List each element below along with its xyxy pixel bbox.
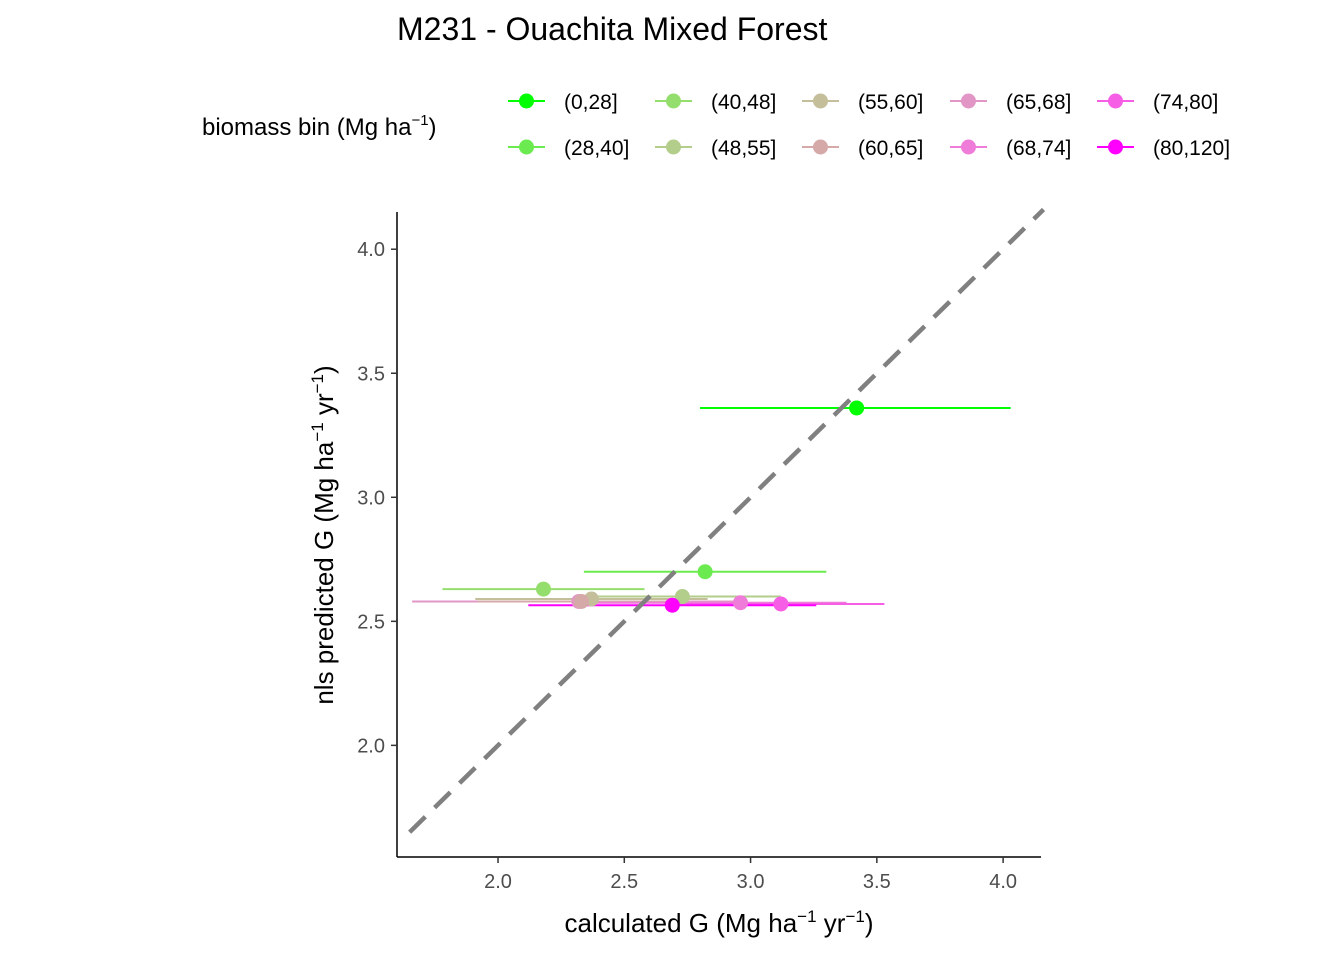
legend-key-point	[519, 139, 534, 155]
legend-label: (74,80]	[1153, 91, 1218, 114]
legend-title: biomass bin (Mg ha−1)	[202, 112, 437, 141]
x-ticks: 2.0 2.5 3.0 3.5 4.0	[484, 857, 1017, 893]
legend-item: (74,80]	[1097, 91, 1218, 114]
legend-item: (68,74]	[950, 137, 1071, 160]
data-point	[573, 593, 589, 609]
data-point	[773, 596, 789, 612]
legend-key-point	[1108, 139, 1123, 155]
plot-marks	[408, 207, 1046, 834]
x-tick-label: 2.5	[610, 871, 638, 893]
legend-label: (68,74]	[1006, 137, 1071, 160]
legend-key-point	[813, 93, 828, 109]
legend-label: (0,28]	[564, 91, 618, 114]
legend-label: (55,60]	[858, 91, 923, 114]
y-tick-label: 2.5	[357, 611, 385, 633]
x-tick-label: 4.0	[989, 871, 1017, 893]
legend-item: (48,55]	[655, 137, 776, 160]
chart-title: M231 - Ouachita Mixed Forest	[397, 11, 828, 47]
legend-key-point	[666, 93, 681, 109]
legend-label: (28,40]	[564, 137, 629, 160]
legend-item: (80,120]	[1097, 137, 1230, 160]
x-tick-label: 3.0	[737, 871, 765, 893]
legend-item: (60,65]	[802, 137, 923, 160]
legend-item: (0,28]	[508, 91, 618, 114]
identity-reference-line	[408, 207, 1046, 834]
legend-label: (60,65]	[858, 137, 923, 160]
x-tick-label: 2.0	[484, 871, 512, 893]
data-point	[732, 595, 748, 611]
legend-key-point	[961, 139, 976, 155]
legend-item: (40,48]	[655, 91, 776, 114]
legend-label: (80,120]	[1153, 137, 1230, 160]
y-axis-title: nls predicted G (Mg ha−1 yr−1)	[308, 365, 339, 704]
legend-label: (40,48]	[711, 91, 776, 114]
data-point	[674, 589, 690, 605]
y-tick-label: 2.0	[357, 735, 385, 757]
x-axis-title: calculated G (Mg ha−1 yr−1)	[564, 907, 873, 938]
legend-key-point	[813, 139, 828, 155]
y-ticks: 2.0 2.5 3.0 3.5 4.0	[357, 239, 397, 757]
data-point	[697, 564, 713, 580]
y-tick-label: 3.0	[357, 487, 385, 509]
data-point	[664, 597, 680, 613]
legend: biomass bin (Mg ha−1) (0,28] (28,40] (40,4…	[202, 91, 1230, 160]
legend-item: (65,68]	[950, 91, 1071, 114]
legend-key-point	[1108, 93, 1123, 109]
legend-item: (55,60]	[802, 91, 923, 114]
legend-label: (65,68]	[1006, 91, 1071, 114]
y-tick-label: 4.0	[357, 239, 385, 261]
legend-key-point	[519, 93, 534, 109]
legend-key-point	[666, 139, 681, 155]
legend-item: (28,40]	[508, 137, 629, 160]
data-point	[849, 400, 865, 416]
plot-axes: 2.0 2.5 3.0 3.5 4.0 2.0 2.5 3.0 3.5 4.0	[357, 212, 1041, 893]
legend-items: (0,28] (28,40] (40,48] (48,55] (55,60] (60,65…	[508, 91, 1230, 160]
data-point	[535, 581, 551, 597]
x-tick-label: 3.5	[863, 871, 891, 893]
legend-key-point	[961, 93, 976, 109]
y-tick-label: 3.5	[357, 363, 385, 385]
legend-label: (48,55]	[711, 137, 776, 160]
